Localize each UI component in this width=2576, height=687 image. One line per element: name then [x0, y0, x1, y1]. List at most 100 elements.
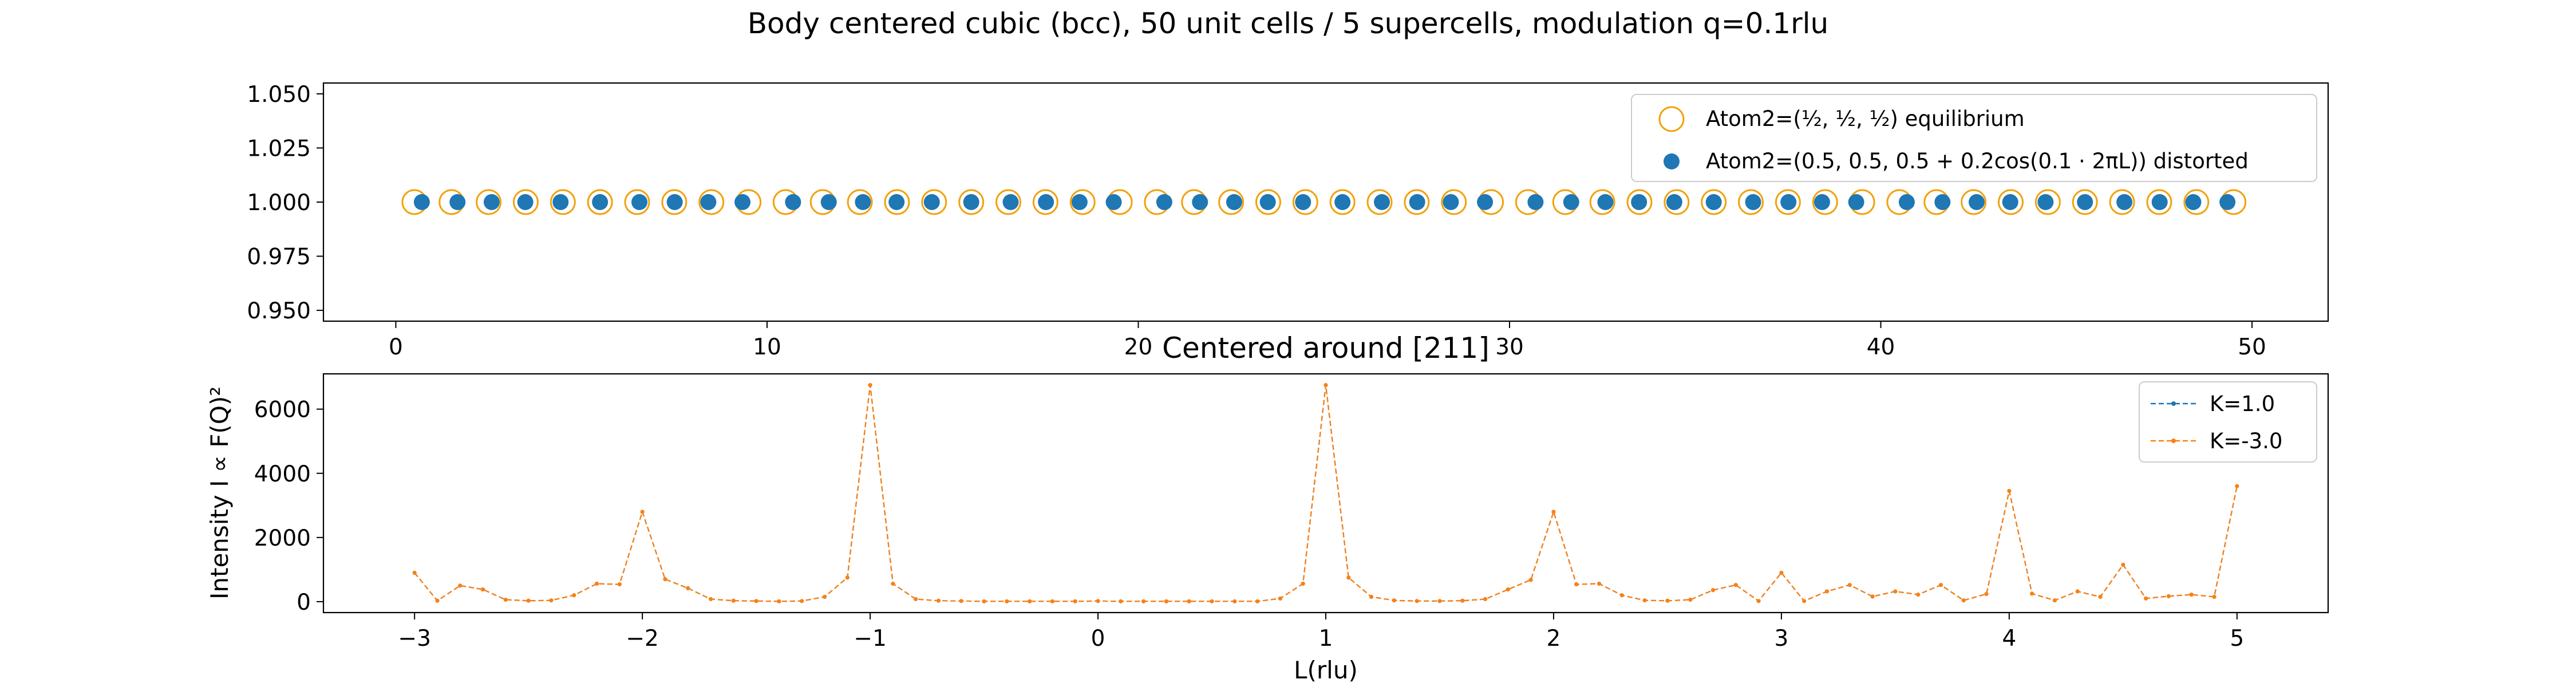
equilibrium-point — [1775, 189, 1801, 215]
distorted-point — [1038, 194, 1054, 210]
legend-k-3-marker — [2171, 439, 2176, 443]
distorted-point — [2151, 194, 2168, 210]
series-point — [777, 599, 781, 603]
series-point — [1961, 598, 1966, 603]
bottom-legend-box — [2139, 381, 2317, 463]
series-point — [1073, 599, 1077, 603]
bottom-x-tick-label: −1 — [854, 626, 887, 652]
bottom-y-tick-label: 6000 — [254, 397, 311, 423]
series-point — [1688, 598, 1693, 602]
series-line-k1 — [414, 385, 2238, 602]
distorted-point — [1156, 194, 1172, 210]
top-chart: 0 10 20 30 40 50 0.950 0.975 1.000 1.025 1.050 At… — [247, 82, 2329, 360]
equilibrium-point — [1329, 189, 1356, 215]
series-point — [1756, 599, 1761, 603]
top-x-axis: 0 10 20 30 40 50 — [389, 321, 2266, 360]
distorted-point — [1705, 194, 1722, 210]
series-point — [1301, 582, 1305, 586]
series-point — [2189, 593, 2194, 597]
series-point — [1779, 571, 1784, 575]
series-point — [1369, 595, 1374, 599]
series-point — [640, 510, 645, 514]
bottom-chart: −3 −2 −1 0 1 2 3 4 5 0 2000 4000 6000 L(rlu) Intens… — [206, 373, 2329, 684]
series-point — [1323, 383, 1328, 388]
bottom-y-tick-label: 4000 — [254, 461, 311, 487]
series-point — [686, 586, 690, 590]
series-point — [1619, 593, 1624, 598]
series-point — [2166, 594, 2171, 598]
distorted-point — [888, 194, 905, 210]
bottom-plot-frame — [322, 373, 2329, 614]
distorted-point — [1477, 194, 1494, 210]
top-x-tick-label: 30 — [1495, 334, 1524, 360]
bottom-x-tick-label: 0 — [1091, 626, 1105, 652]
series-point — [845, 575, 850, 580]
distorted-point — [1848, 194, 1864, 210]
series-point — [663, 577, 667, 582]
top-x-tick-label: 20 — [1124, 334, 1153, 360]
distorted-point — [855, 194, 871, 210]
series-point — [1028, 599, 1032, 603]
series-point — [1528, 578, 1533, 582]
series-point — [1255, 599, 1260, 603]
series-point — [2098, 595, 2103, 599]
series-point — [1187, 599, 1191, 603]
distorted-point — [1934, 194, 1951, 210]
series-point — [2212, 595, 2217, 599]
top-x-tick-label: 10 — [753, 334, 781, 360]
equilibrium-point — [1738, 189, 1764, 215]
equilibrium-point — [884, 189, 910, 215]
equilibrium-point — [2109, 189, 2135, 215]
series-point — [1665, 598, 1670, 603]
bottom-y-axis-label: Intensity I ∝ F(Q)² — [206, 386, 234, 599]
distorted-point — [2077, 194, 2093, 210]
equilibrium-point — [1812, 189, 1838, 215]
series-point — [959, 599, 963, 603]
bottom-x-tick-label: −3 — [398, 626, 431, 652]
equilibrium-point — [587, 189, 613, 215]
series-point — [2007, 489, 2012, 493]
bottom-x-tick-label: 5 — [2230, 626, 2244, 652]
equilibrium-point — [1032, 189, 1058, 215]
equilibrium-point — [1701, 189, 1727, 215]
top-y-tick-label: 1.050 — [247, 82, 311, 108]
equilibrium-point — [1998, 189, 2024, 215]
series-point — [1551, 510, 1556, 514]
equilibrium-point — [550, 189, 576, 215]
series-point — [412, 571, 417, 575]
distorted-point — [1409, 194, 1425, 210]
series-point — [1415, 599, 1419, 603]
series-point — [2030, 591, 2034, 596]
bottom-x-axis: −3 −2 −1 0 1 2 3 4 5 — [398, 613, 2244, 652]
equilibrium-point — [2146, 189, 2172, 215]
equilibrium-point — [698, 189, 725, 215]
equilibrium-point — [847, 189, 873, 215]
top-legend: Atom2=(½, ½, ½) equilibrium Atom2=(0.5, … — [1631, 94, 2317, 182]
distorted-point — [666, 194, 683, 210]
equilibrium-point — [921, 189, 947, 215]
series-point — [1346, 575, 1351, 580]
distorted-point — [2037, 194, 2054, 210]
equilibrium-point — [1961, 189, 1987, 215]
series-point — [1984, 591, 1989, 596]
distorted-point — [1295, 194, 1311, 210]
top-y-tick-label: 1.000 — [247, 190, 311, 216]
series-point — [709, 597, 713, 601]
distorted-point — [1527, 194, 1544, 210]
distorted-point — [1071, 194, 1088, 210]
distorted-point — [1631, 194, 1647, 210]
series-point — [1506, 587, 1510, 592]
series-point — [2075, 589, 2080, 594]
distorted-point — [1563, 194, 1579, 210]
distorted-point — [2219, 194, 2236, 210]
series-point — [1437, 599, 1442, 603]
equilibrium-point — [661, 189, 688, 215]
equilibrium-point — [2072, 189, 2098, 215]
distorted-point — [483, 194, 500, 210]
legend-k1-label: K=1.0 — [2210, 392, 2275, 416]
series-point — [2235, 484, 2239, 488]
bottom-chart-title: Centered around [211] — [1162, 331, 1490, 365]
bottom-series-lines — [412, 383, 2239, 603]
series-point — [2121, 562, 2125, 567]
